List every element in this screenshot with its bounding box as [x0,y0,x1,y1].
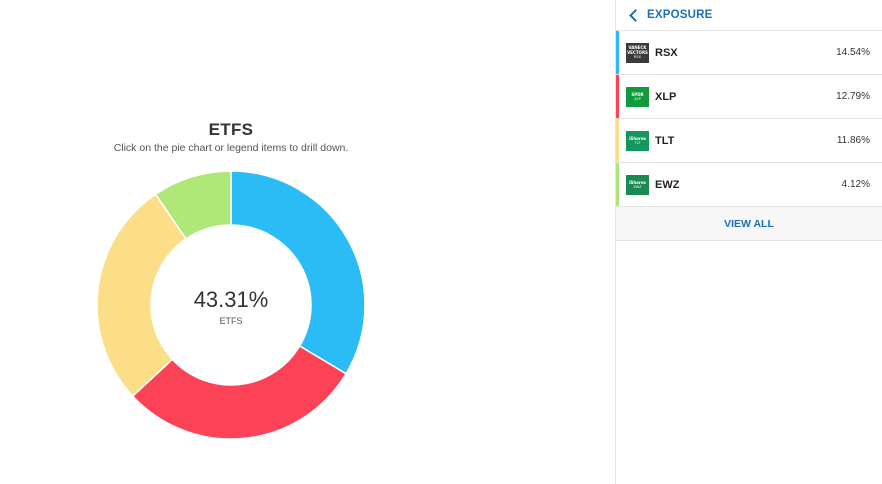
exposure-back-button[interactable]: EXPOSURE [616,0,882,31]
donut-slice-rsx[interactable] [230,170,366,375]
ticker-label: XLP [655,90,677,103]
xlp-fund-logo: SPDR XLP [626,86,649,107]
rsx-fund-logo: VANECK VECTORS RSX [626,42,649,63]
row-accent-bar [616,31,619,74]
donut-center-label: ETFS [219,316,243,326]
view-all-link[interactable]: VIEW ALL [616,207,882,241]
ticker-label: EWZ [655,178,680,191]
row-accent-bar [616,163,619,206]
panel-title: EXPOSURE [647,9,713,21]
exposure-row-tlt[interactable]: iShares TLT TLT 11.86% [616,119,882,163]
ticker-label: TLT [655,134,675,147]
exposure-panel: EXPOSURE VANECK VECTORS RSX RSX 14.54% S… [615,0,882,484]
exposure-percent: 4.12% [841,179,870,190]
exposure-row-xlp[interactable]: SPDR XLP XLP 12.79% [616,75,882,119]
chart-area: ETFS Click on the pie chart or legend it… [96,120,366,440]
exposure-percent: 12.79% [836,91,870,102]
chart-title: ETFS [208,120,254,139]
exposure-percent: 11.86% [836,135,870,146]
donut-slice-ewz[interactable] [154,170,232,240]
donut-chart [96,170,366,440]
tlt-fund-logo: iShares TLT [626,130,649,151]
exposure-percent: 14.54% [836,47,870,58]
chart-subtitle: Click on the pie chart or legend items t… [113,142,349,154]
chevron-left-icon [629,8,642,22]
ewz-fund-logo: iShares EWZ [626,174,649,195]
donut-center-value: 43.31% [193,287,269,312]
ticker-label: RSX [655,46,678,59]
row-accent-bar [616,119,619,162]
donut-slice-xlp[interactable] [131,345,348,440]
exposure-row-ewz[interactable]: iShares EWZ EWZ 4.12% [616,163,882,207]
row-accent-bar [616,75,619,118]
donut-slice-tlt[interactable] [96,193,188,398]
exposure-row-rsx[interactable]: VANECK VECTORS RSX RSX 14.54% [616,31,882,75]
